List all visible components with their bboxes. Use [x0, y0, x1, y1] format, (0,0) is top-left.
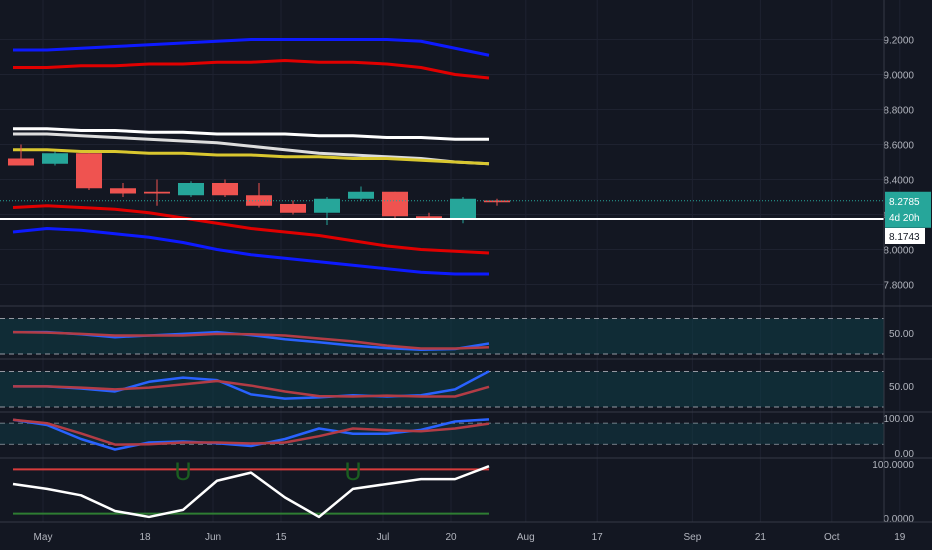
y-tick-label: 50.00	[889, 382, 914, 393]
time-axis: May 18 Jun 15 Jul 20 Aug 17 Sep 21 Oct 19	[34, 532, 906, 543]
candle-body	[110, 188, 136, 194]
oscillator-4-pane: U U 100.0000 0.0000	[0, 457, 932, 525]
level-price-label: 8.1743	[889, 232, 920, 243]
y-tick-label: 8.4000	[883, 176, 914, 187]
price-pane: 9.20009.00008.80008.60008.40008.20008.00…	[0, 36, 931, 292]
candle-body	[416, 216, 442, 218]
y-tick-label: 9.2000	[883, 36, 914, 47]
band-fill	[0, 371, 884, 407]
candle-body	[212, 183, 238, 196]
x-tick-label: May	[34, 532, 53, 543]
level-price-tag	[885, 227, 925, 244]
signal-marker: U	[174, 458, 192, 486]
x-tick-label: 19	[894, 532, 906, 543]
x-tick-label: 21	[755, 532, 767, 543]
x-tick-label: 20	[445, 532, 457, 543]
y-tick-label: 7.8000	[883, 281, 914, 292]
candle-body	[382, 191, 408, 217]
band-fill	[0, 423, 884, 445]
candle-body	[8, 158, 34, 166]
overlay-line	[12, 204, 490, 255]
y-tick-label: 0.0000	[883, 514, 914, 525]
countdown-label: 4d 20h	[889, 213, 920, 224]
overlay-line	[13, 127, 489, 141]
candle-body	[144, 191, 170, 194]
overlay-line	[13, 132, 490, 166]
x-tick-label: Sep	[684, 532, 702, 543]
series-line	[12, 418, 490, 446]
candle-body	[348, 191, 374, 199]
y-tick-label: 9.0000	[883, 71, 914, 82]
signal-marker: U	[344, 458, 362, 486]
overlay-line	[13, 148, 490, 166]
y-tick-label: 8.8000	[883, 106, 914, 117]
overlay-line	[13, 59, 490, 80]
candle-body	[484, 200, 510, 203]
x-tick-label: 18	[139, 532, 151, 543]
x-tick-label: Oct	[824, 532, 840, 543]
oscillator-3-pane: 100.00 0.00	[0, 411, 932, 460]
candle-body	[314, 198, 340, 213]
x-tick-label: 17	[592, 532, 604, 543]
oscillator-1-pane: 50.00	[0, 305, 932, 355]
series-line	[12, 330, 490, 350]
y-tick-label: 0.00	[895, 449, 915, 460]
x-tick-label: 15	[275, 532, 287, 543]
x-tick-label: Jul	[377, 532, 390, 543]
oscillator-2-pane: 50.00	[0, 358, 932, 408]
series-line	[12, 464, 490, 519]
y-tick-label: 50.00	[889, 329, 914, 340]
y-tick-label: 8.0000	[883, 246, 914, 257]
candle-body	[178, 183, 204, 196]
current-price-label: 8.2785	[889, 197, 920, 208]
candle-body	[280, 204, 306, 213]
candle-body	[76, 153, 102, 189]
current-price-tag	[885, 191, 931, 228]
y-tick-label: 100.00	[883, 414, 914, 425]
overlay-line	[13, 38, 490, 57]
y-tick-label: 100.0000	[872, 460, 914, 471]
overlay-line	[12, 227, 489, 276]
candle-body	[450, 198, 476, 220]
price-axis: 9.20009.00008.80008.60008.40008.20008.00…	[883, 36, 931, 292]
x-tick-label: Jun	[205, 532, 221, 543]
y-tick-label: 8.6000	[883, 141, 914, 152]
candle-body	[42, 153, 68, 164]
x-tick-label: Aug	[517, 532, 535, 543]
series-line	[13, 379, 490, 398]
